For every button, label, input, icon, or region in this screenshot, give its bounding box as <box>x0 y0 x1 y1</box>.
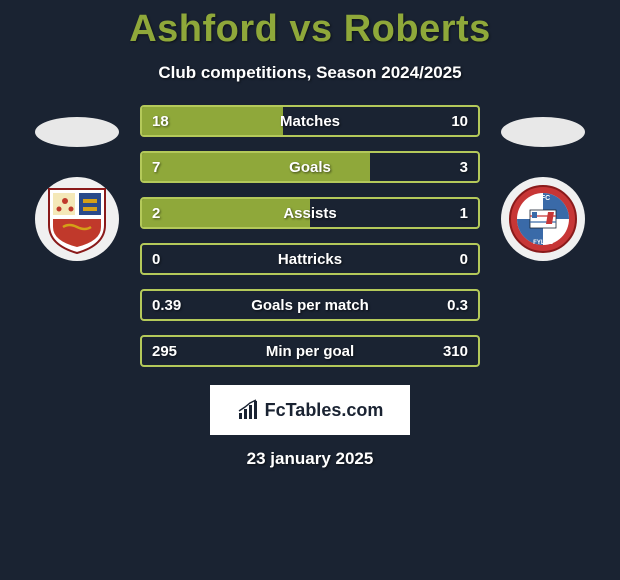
main-row: 18Matches107Goals32Assists10Hattricks00.… <box>0 105 620 367</box>
player-avatar-right <box>501 117 585 147</box>
stat-value-right: 1 <box>460 205 468 222</box>
svg-text:AFC: AFC <box>536 195 550 202</box>
stat-label: Min per goal <box>266 343 354 360</box>
stat-value-left: 18 <box>152 113 169 130</box>
stat-value-left: 295 <box>152 343 177 360</box>
stat-label: Hattricks <box>278 251 342 268</box>
stat-row: 18 Matches 10 <box>140 105 480 137</box>
stat-value-right: 10 <box>451 113 468 130</box>
stats-column: 18Matches107Goals32Assists10Hattricks00.… <box>140 105 480 367</box>
stat-value-right: 0 <box>460 251 468 268</box>
stat-label: Goals per match <box>251 297 369 314</box>
stat-label: Goals <box>289 159 331 176</box>
page-title: Ashford vs Roberts <box>129 8 491 51</box>
stat-row: 2 Assists 1 <box>140 197 480 229</box>
stat-value-right: 0.3 <box>447 297 468 314</box>
stat-value-left: 7 <box>152 159 160 176</box>
stat-row: 7 Goals 3 <box>140 151 480 183</box>
stat-row: 0.39 Goals per match 0.3 <box>140 289 480 321</box>
stat-value-left: 0 <box>152 251 160 268</box>
svg-text:FYLDE: FYLDE <box>533 240 553 246</box>
stat-label: Matches <box>280 113 340 130</box>
stat-value-left: 2 <box>152 205 160 222</box>
shield-icon-right: AFC FYLDE <box>508 184 578 254</box>
stat-value-right: 310 <box>443 343 468 360</box>
club-badge-right: AFC FYLDE <box>501 177 585 261</box>
stat-row: 295 Min per goal 310 <box>140 335 480 367</box>
stat-row: 0 Hattricks 0 <box>140 243 480 275</box>
player-avatar-left <box>35 117 119 147</box>
stat-label: Assists <box>283 205 336 222</box>
right-player-col: AFC FYLDE <box>498 105 588 261</box>
left-player-col <box>32 105 122 261</box>
stat-value-right: 3 <box>460 159 468 176</box>
infographic-container: Ashford vs Roberts Club competitions, Se… <box>0 0 620 580</box>
subtitle: Club competitions, Season 2024/2025 <box>158 63 461 83</box>
stat-value-left: 0.39 <box>152 297 181 314</box>
brand-box[interactable]: FcTables.com <box>210 385 410 435</box>
club-badge-left <box>35 177 119 261</box>
brand-chart-icon <box>237 399 259 421</box>
brand-label: FcTables.com <box>265 400 384 421</box>
date-label: 23 january 2025 <box>247 449 374 469</box>
shield-icon-left <box>45 183 109 255</box>
stat-fill-left <box>142 153 370 181</box>
